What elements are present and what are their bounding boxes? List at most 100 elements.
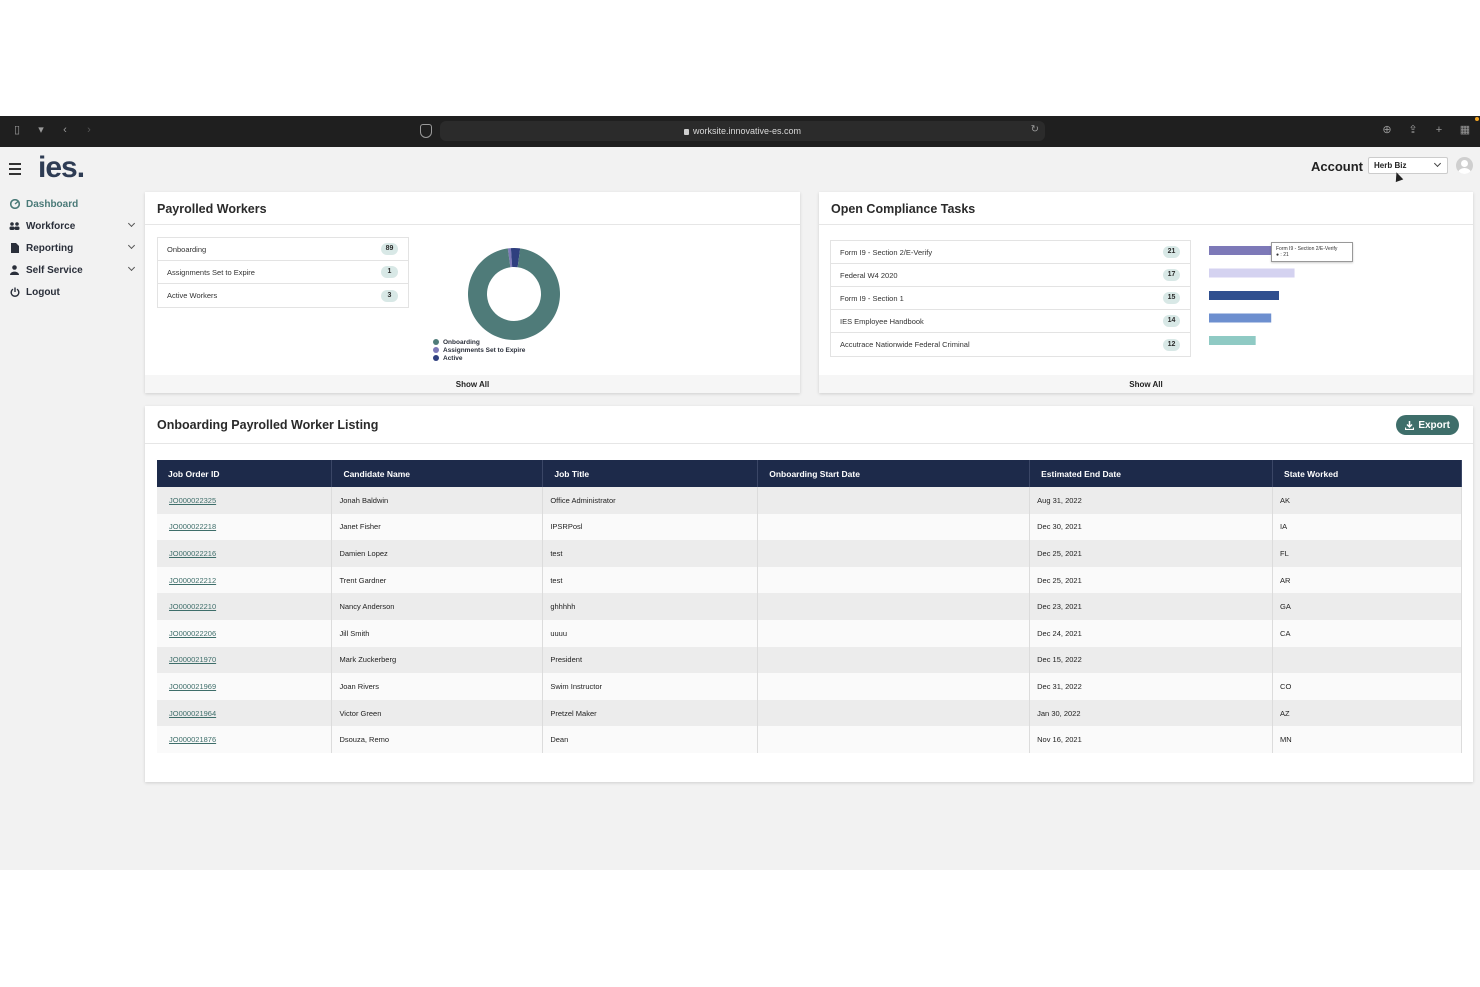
list-item[interactable]: Accutrace Nationwide Federal Criminal 12 [831,333,1190,356]
job-order-link[interactable]: JO000021969 [169,681,217,691]
table-row[interactable]: JO000022206 Jill Smith uuuu Dec 24, 2021 CA [157,619,1462,647]
notification-dot [1475,117,1479,121]
task-label: Federal W4 2020 [840,270,898,280]
table-cell: Nancy Anderson [331,593,544,620]
column-header[interactable]: Job Order ID [157,460,333,487]
table-cell: test [542,540,759,567]
show-all-link[interactable]: Show All [819,375,1473,393]
bar-0[interactable] [1209,246,1326,255]
donut-slice-expire[interactable] [507,248,513,268]
account-select-value: Herb Biz [1374,161,1407,170]
count-badge: 17 [1163,269,1180,281]
donut-slice-onboarding[interactable] [468,248,560,340]
count-badge: 21 [1163,246,1180,258]
job-order-link[interactable]: JO000022325 [169,495,217,505]
ies-logo[interactable]: ies. [38,151,85,184]
table-cell: Jill Smith [331,619,544,647]
table-row[interactable]: JO000022216 Damien Lopez test Dec 25, 2021 F… [157,540,1462,567]
list-item[interactable]: Form I9 - Section 1 15 [831,287,1190,310]
tab-overview-icon[interactable]: ▦ [1459,124,1471,136]
table-row[interactable]: JO000022325 Jonah Baldwin Office Administr… [157,487,1462,514]
column-header[interactable]: Job Title [542,460,759,487]
column-header[interactable]: State Worked [1272,460,1462,487]
forward-icon[interactable]: › [87,124,91,136]
sidebar-item-dashboard[interactable]: Dashboard [0,193,140,215]
sidebar-item-self-service[interactable]: Self Service [0,259,140,281]
page-bottom-margin [0,870,1480,987]
job-order-link[interactable]: JO000021876 [169,735,217,745]
list-item[interactable]: Assignments Set to Expire 1 [158,261,408,284]
address-bar[interactable]: worksite.innovative-es.com ↻ [440,121,1045,141]
table-cell: Pretzel Maker [542,699,759,727]
bar-4[interactable] [1209,336,1256,345]
chevron-down-icon[interactable]: ▾ [38,124,44,136]
export-button[interactable]: Export [1396,415,1459,435]
reload-icon[interactable]: ↻ [1030,124,1039,135]
table-cell: Dec 23, 2021 [1029,593,1274,620]
avatar[interactable] [1456,157,1473,174]
table-row[interactable]: JO000022212 Trent Gardner test Dec 25, 2021… [157,566,1462,594]
url-text: worksite.innovative-es.com [692,126,802,136]
power-icon [9,287,20,298]
sidebar-toggle-icon[interactable]: ▯ [13,124,21,136]
menu-icon[interactable] [9,163,21,178]
list-item[interactable]: Onboarding 89 [158,238,408,261]
browser-toolbar: ▯ ▾ ‹ › worksite.innovative-es.com ↻ ⊕ ⇪… [0,116,1480,147]
job-order-link[interactable]: JO000022206 [169,628,217,638]
job-order-link[interactable]: JO000022216 [169,548,217,558]
chart-tooltip: Form I9 - Section 2/E-Verify ● : 21 [1271,242,1353,262]
count-badge: 15 [1163,292,1180,304]
stat-label: Active Workers [167,291,218,300]
account-select[interactable]: Herb Biz [1368,157,1448,174]
compliance-tasks-card: Open Compliance Tasks Form I9 - Section … [819,192,1473,393]
table-cell [757,513,1031,541]
table-cell: JO000022210 [157,593,333,620]
table-cell [757,646,1031,674]
person-icon [9,265,20,276]
job-order-link[interactable]: JO000021964 [169,708,217,718]
table-row[interactable]: JO000022210 Nancy Anderson ghhhhh Dec 23, 2… [157,593,1462,620]
sidebar-item-logout[interactable]: Logout [0,281,140,303]
new-tab-icon[interactable]: + [1435,124,1443,136]
column-header[interactable]: Onboarding Start Date [757,460,1031,487]
table-header-row: Job Order ID Candidate Name Job Title Onboa… [157,460,1462,487]
bar-1[interactable] [1209,268,1295,278]
list-item[interactable]: Active Workers 3 [158,284,408,307]
table-cell: JO000022325 [157,487,333,514]
table-cell: Dec 30, 2021 [1029,513,1274,541]
list-item[interactable]: Form I9 - Section 2/E-Verify 21 [831,241,1190,264]
list-item[interactable]: IES Employee Handbook 14 [831,310,1190,333]
table-row[interactable]: JO000021876 Dsouza, Remo Dean Nov 16, 2021 M… [157,726,1462,753]
sidebar-nav: Dashboard Workforce Reporting Self Servi… [0,193,140,303]
sidebar-item-reporting[interactable]: Reporting [0,237,140,259]
donut-slice-active[interactable] [510,248,521,268]
share-icon[interactable]: ⇪ [1408,124,1418,136]
back-icon[interactable]: ‹ [63,124,67,136]
task-label: IES Employee Handbook [840,316,924,326]
table-row[interactable]: JO000021964 Victor Green Pretzel Maker Jan … [157,699,1462,727]
table-row[interactable]: JO000021970 Mark Zuckerberg President Dec 1… [157,646,1462,674]
list-item[interactable]: Federal W4 2020 17 [831,264,1190,287]
bar-2[interactable] [1209,291,1279,300]
bar-3[interactable] [1209,313,1272,323]
job-order-link[interactable]: JO000022210 [169,602,217,612]
table-cell: test [542,566,759,594]
table-row[interactable]: JO000021969 Joan Rivers Swim Instructor Dec… [157,673,1462,700]
users-icon [9,221,20,232]
download-icon[interactable]: ⊕ [1382,124,1392,136]
table-row[interactable]: JO000022218 Janet Fisher IPSRPosl Dec 30, 2… [157,513,1462,541]
table-cell: Janet Fisher [331,513,544,541]
sidebar-item-workforce[interactable]: Workforce [0,215,140,237]
table-cell: JO000022216 [157,540,333,567]
privacy-shield-icon[interactable] [420,124,432,138]
app-viewport: ies. Dashboard Workforce Reporting [0,147,1480,870]
job-order-link[interactable]: JO000022218 [169,522,217,532]
column-header[interactable]: Candidate Name [331,460,544,487]
payrolled-stats-list: Onboarding 89 Assignments Set to Expire … [157,237,409,308]
table-cell [757,540,1031,567]
worker-listing-card: Onboarding Payrolled Worker Listing Expo… [145,406,1473,782]
job-order-link[interactable]: JO000022212 [169,575,217,585]
column-header[interactable]: Estimated End Date [1029,460,1274,487]
show-all-link[interactable]: Show All [145,375,800,393]
job-order-link[interactable]: JO000021970 [169,655,217,665]
